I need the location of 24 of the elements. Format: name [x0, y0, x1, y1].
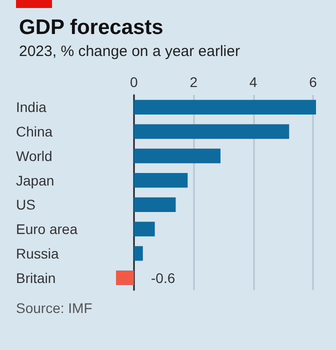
x-tick-label: 6 [309, 74, 318, 90]
source-note: Source: IMF [16, 300, 92, 316]
y-tick-label: Russia [16, 245, 60, 262]
x-tick-label: 2 [190, 74, 198, 90]
x-tick-label: 4 [249, 74, 258, 90]
y-tick-label: China [16, 124, 53, 140]
y-tick-label: World [16, 148, 52, 164]
bar [134, 222, 155, 236]
bar [134, 148, 220, 164]
data-label: -0.6 [151, 270, 176, 286]
bar [134, 100, 316, 114]
chart-subtitle: 2023, % change on a year earlier [19, 43, 240, 60]
bar [134, 173, 188, 188]
x-tick-label: 0 [130, 74, 138, 90]
y-tick-label: Euro area [16, 221, 78, 238]
y-tick-label: India [16, 99, 47, 116]
bar [134, 197, 176, 212]
bar [134, 124, 290, 139]
bar [134, 246, 143, 261]
y-tick-label: Japan [16, 172, 54, 188]
bar [116, 270, 134, 286]
y-tick-label: US [16, 196, 36, 213]
chart-title: GDP forecasts [19, 16, 164, 39]
y-tick-label: Britain [16, 270, 56, 286]
